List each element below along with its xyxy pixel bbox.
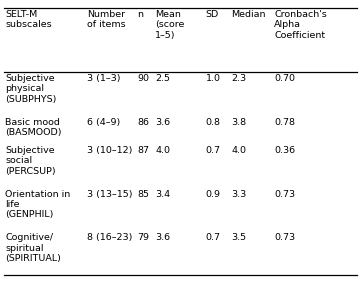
- Text: 1.0: 1.0: [206, 74, 221, 83]
- Text: 85: 85: [137, 190, 149, 199]
- Text: 3.6: 3.6: [155, 233, 170, 242]
- Text: 2.5: 2.5: [155, 74, 170, 83]
- Text: 0.36: 0.36: [274, 146, 296, 155]
- Text: 6 (4–9): 6 (4–9): [87, 118, 120, 127]
- Text: Number
of items: Number of items: [87, 10, 125, 29]
- Text: 3 (13–15): 3 (13–15): [87, 190, 132, 199]
- Text: 0.78: 0.78: [274, 118, 295, 127]
- Text: SELT-M
subscales: SELT-M subscales: [5, 10, 52, 29]
- Text: 4.0: 4.0: [155, 146, 170, 155]
- Text: 86: 86: [137, 118, 149, 127]
- Text: 2.3: 2.3: [231, 74, 246, 83]
- Text: Orientation in
life
(GENPHIL): Orientation in life (GENPHIL): [5, 190, 71, 219]
- Text: 0.7: 0.7: [206, 146, 221, 155]
- Text: 8 (16–23): 8 (16–23): [87, 233, 132, 242]
- Text: 0.7: 0.7: [206, 233, 221, 242]
- Text: Basic mood
(BASMOOD): Basic mood (BASMOOD): [5, 118, 62, 137]
- Text: 0.8: 0.8: [206, 118, 221, 127]
- Text: Mean
(score
1–5): Mean (score 1–5): [155, 10, 184, 40]
- Text: Median: Median: [231, 10, 266, 19]
- Text: Cronbach's
Alpha
Coefficient: Cronbach's Alpha Coefficient: [274, 10, 327, 40]
- Text: 3.4: 3.4: [155, 190, 170, 199]
- Text: 0.9: 0.9: [206, 190, 221, 199]
- Text: 0.73: 0.73: [274, 190, 296, 199]
- Text: 3.8: 3.8: [231, 118, 246, 127]
- Text: 3.5: 3.5: [231, 233, 246, 242]
- Text: 3 (1–3): 3 (1–3): [87, 74, 120, 83]
- Text: 3.3: 3.3: [231, 190, 246, 199]
- Text: 87: 87: [137, 146, 149, 155]
- Text: SD: SD: [206, 10, 219, 19]
- Text: Cognitive/
spiritual
(SPIRITUAL): Cognitive/ spiritual (SPIRITUAL): [5, 233, 61, 263]
- Text: Subjective
social
(PERCSUP): Subjective social (PERCSUP): [5, 146, 56, 176]
- Text: 3.6: 3.6: [155, 118, 170, 127]
- Text: 0.70: 0.70: [274, 74, 295, 83]
- Text: 3 (10–12): 3 (10–12): [87, 146, 132, 155]
- Text: 90: 90: [137, 74, 149, 83]
- Text: 4.0: 4.0: [231, 146, 246, 155]
- Text: 0.73: 0.73: [274, 233, 296, 242]
- Text: n: n: [137, 10, 143, 19]
- Text: 79: 79: [137, 233, 149, 242]
- Text: Subjective
physical
(SUBPHYS): Subjective physical (SUBPHYS): [5, 74, 57, 104]
